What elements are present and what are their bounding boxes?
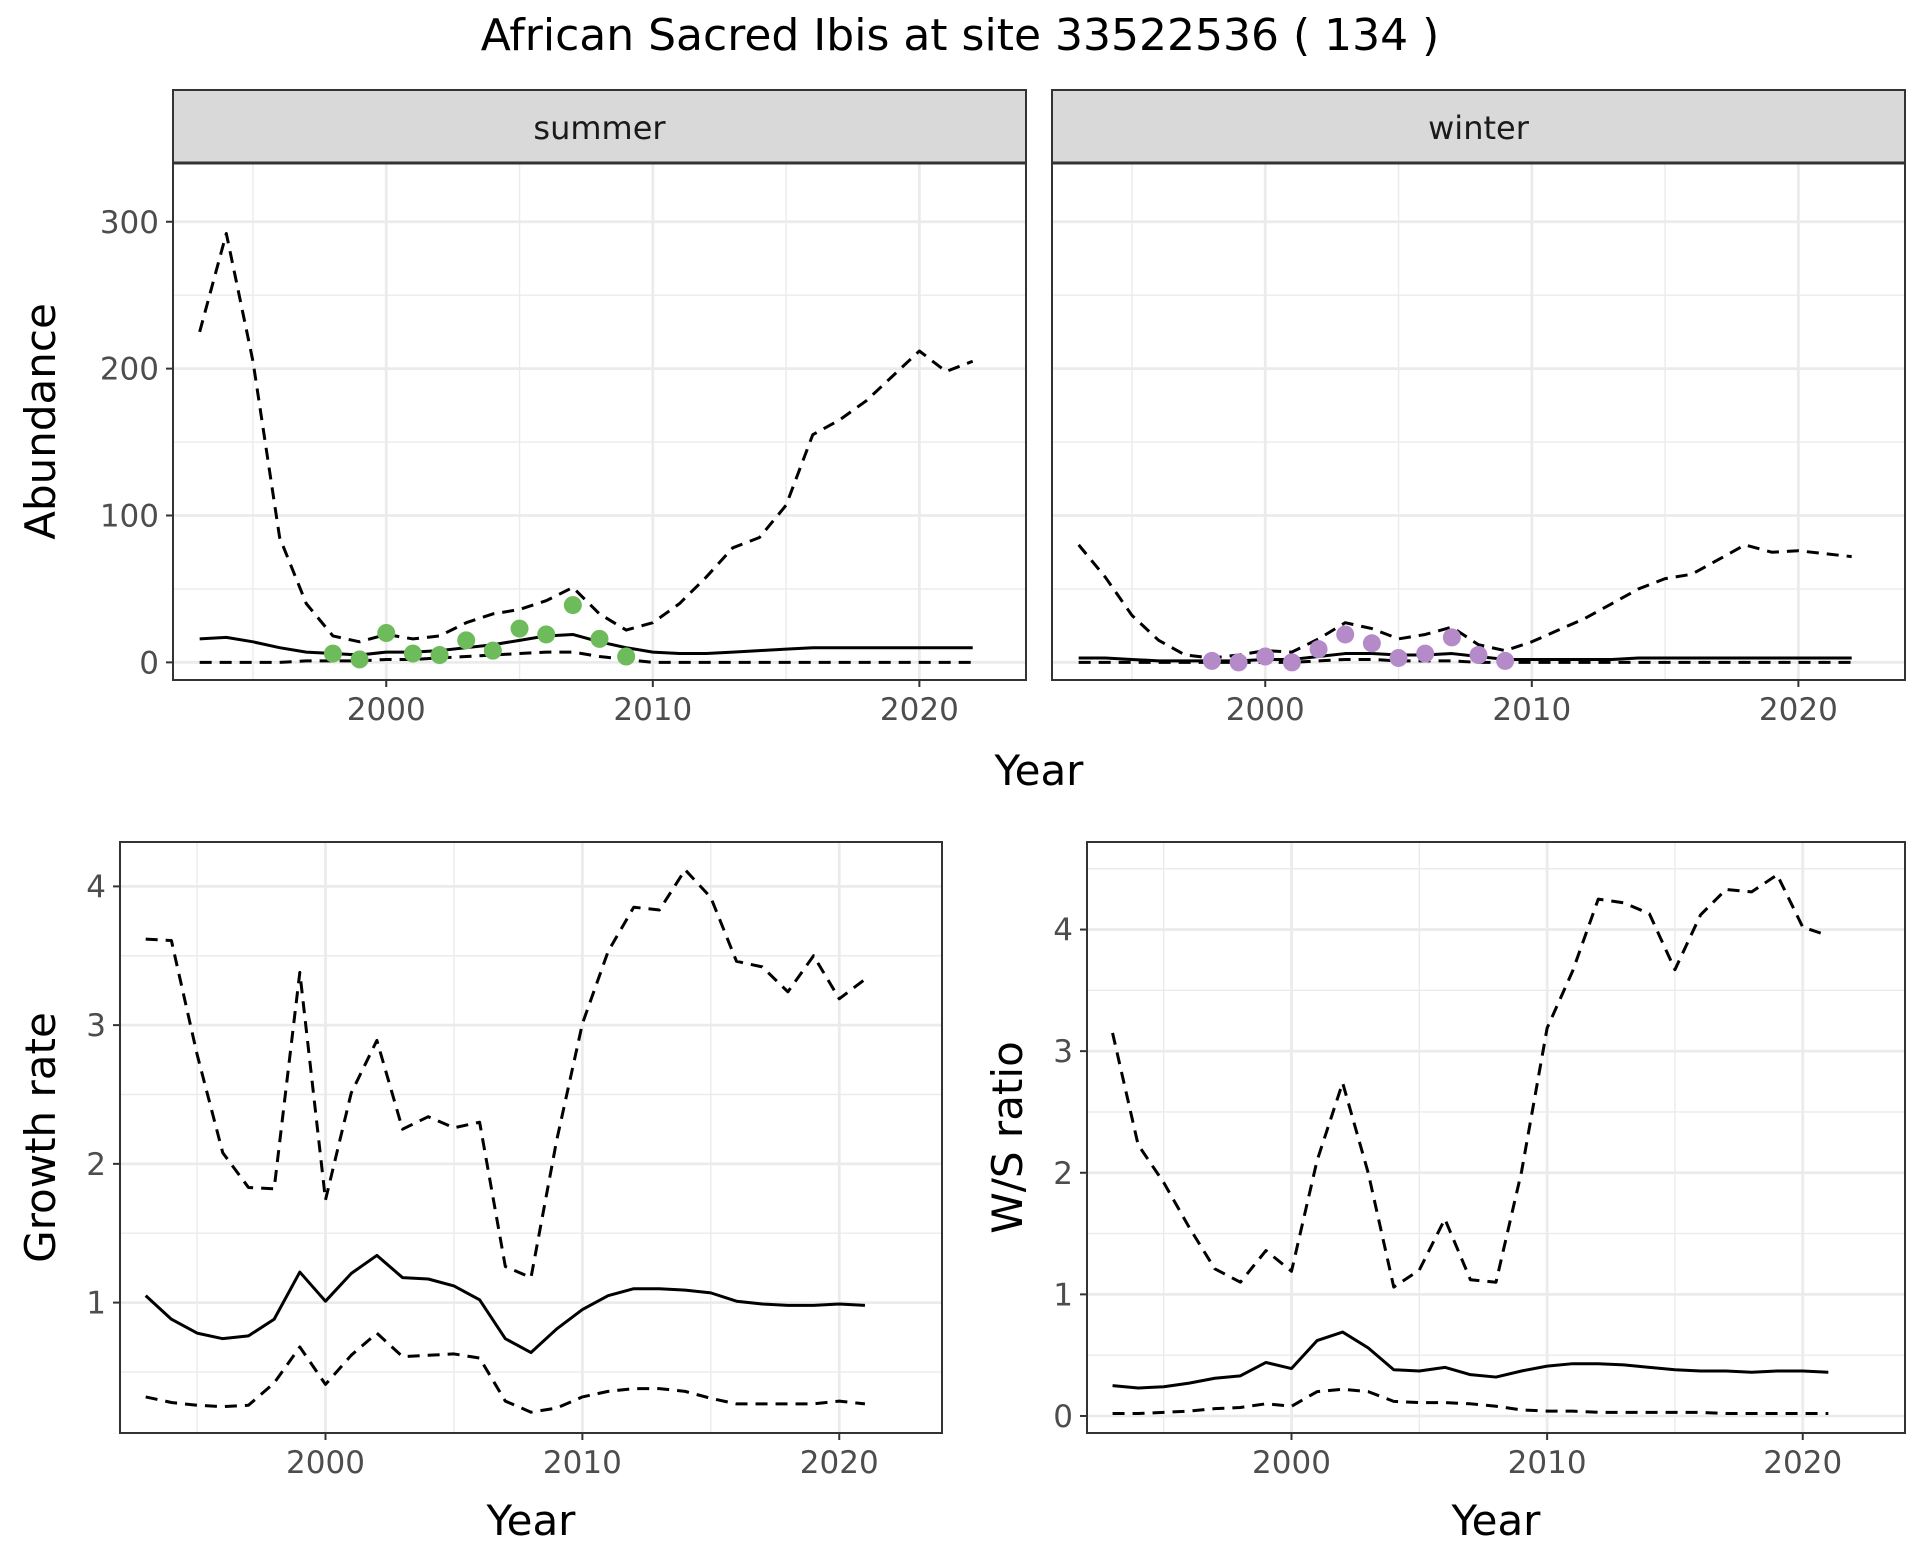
growth-tick-label-y: 3: [86, 1008, 106, 1044]
abundance-summer-tick-label-x: 2020: [880, 692, 959, 728]
growth-data: [144, 868, 866, 1414]
abundance-winter-point: [1416, 644, 1435, 663]
ratio-tick-label-y: 2: [1053, 1156, 1073, 1192]
ratio-panel: 2000 2010 2020 0 1 2 3 4: [1053, 841, 1906, 1481]
abundance-winter-point: [1389, 648, 1408, 667]
abundance-winter-tick-label-x: 2020: [1759, 692, 1838, 728]
abundance-summer-upper-line: [198, 232, 974, 644]
growth-tick-label-x: 2000: [286, 1445, 365, 1481]
abundance-summer-tick-label-y: 300: [100, 205, 159, 241]
abundance-winter-point: [1336, 625, 1355, 644]
abundance-winter-upper-line: [1077, 543, 1852, 660]
growth-mean-line: [144, 1253, 866, 1355]
abundance-winter-point: [1362, 634, 1381, 653]
abundance-winter-tick-label-x: 2010: [1492, 692, 1571, 728]
facet-strip-winter: [1051, 89, 1906, 164]
ratio-y-axis-title: W/S ratio: [983, 1041, 1032, 1234]
ratio-tick-label-y: 4: [1053, 913, 1073, 949]
growth-tick-label-x: 2020: [800, 1445, 879, 1481]
abundance-winter-point: [1309, 640, 1328, 659]
growth-tick-label-y: 4: [86, 869, 106, 905]
abundance-summer-tick-label-x: 2010: [613, 692, 692, 728]
abundance-summer-tick-label-x: 2000: [347, 692, 426, 728]
growth-background: [120, 842, 942, 1433]
growth-tick-label-y: 2: [86, 1147, 106, 1183]
abundance-winter-point: [1469, 646, 1488, 665]
ratio-tick-label-y: 0: [1053, 1399, 1073, 1435]
abundance-winter-point: [1442, 628, 1461, 647]
growth-panel: 2000 2010 2020 1 2 3 4: [86, 841, 943, 1481]
growth-x-axis-title: Year: [486, 1496, 577, 1545]
growth-y-axis-title: Growth rate: [16, 1012, 65, 1263]
ratio-tick-label-y: 1: [1053, 1277, 1073, 1313]
growth-border: [119, 841, 943, 1434]
growth-upper-line: [145, 868, 866, 1280]
ratio-x-axis-title: Year: [1451, 1496, 1542, 1545]
abundance-summer-panel: 2000 2010 2020 0 100 200 300 summer: [100, 89, 1027, 728]
abundance-summer-point: [377, 624, 396, 642]
abundance-summer-point: [457, 631, 476, 650]
abundance-summer-point: [350, 650, 369, 669]
chart-title: African Sacred Ibis at site 33522536 ( 1…: [480, 10, 1440, 61]
growth-lower-line: [145, 1331, 866, 1414]
abundance-winter-point: [1496, 651, 1515, 670]
abundance-summer-point: [323, 644, 342, 663]
abundance-summer-point: [590, 629, 609, 648]
abundance-summer-point: [483, 641, 502, 660]
abundance-summer-point: [617, 647, 636, 666]
ratio-tick-label-y: 3: [1053, 1034, 1073, 1070]
abundance-y-axis-title: Abundance: [16, 303, 65, 540]
growth-tick-label-y: 1: [86, 1286, 106, 1322]
abundance-summer-point: [403, 644, 422, 663]
abundance-summer-point: [510, 619, 529, 638]
abundance-summer-point: [537, 625, 556, 644]
ratio-data: [1111, 873, 1829, 1416]
ratio-tick-label-x: 2010: [1508, 1445, 1587, 1481]
ratio-tick-label-x: 2000: [1252, 1445, 1331, 1481]
abundance-summer-background: [173, 163, 1026, 680]
abundance-summer-tick-label-y: 200: [100, 352, 159, 388]
abundance-winter-tick-label-x: 2000: [1226, 692, 1305, 728]
abundance-winter-point: [1229, 653, 1248, 672]
abundance-x-axis-title: Year: [994, 746, 1085, 795]
ratio-upper-line: [1111, 873, 1829, 1289]
abundance-summer-data: [198, 232, 974, 669]
ratio-tick-label-x: 2020: [1763, 1445, 1842, 1481]
abundance-summer-point: [430, 646, 449, 665]
abundance-summer-tick-label-y: 100: [100, 499, 159, 535]
facet-strip-summer: [172, 89, 1027, 164]
abundance-summer-point: [563, 596, 582, 615]
facet-label-summer: summer: [533, 109, 666, 147]
growth-tick-label-x: 2010: [543, 1445, 622, 1481]
facet-label-winter: winter: [1428, 109, 1530, 147]
abundance-winter-point: [1202, 651, 1221, 670]
ratio-lower-line: [1112, 1387, 1829, 1416]
abundance-summer-tick-label-y: 0: [139, 645, 159, 681]
abundance-winter-data: [1077, 543, 1852, 672]
abundance-winter-background: [1052, 163, 1905, 680]
abundance-winter-panel: 2000 2010 2020 winter: [1051, 89, 1906, 728]
abundance-winter-point: [1282, 653, 1301, 672]
abundance-winter-point: [1256, 647, 1275, 666]
ratio-background: [1087, 842, 1905, 1433]
ratio-border: [1086, 841, 1906, 1434]
ratio-mean-line: [1112, 1330, 1829, 1390]
